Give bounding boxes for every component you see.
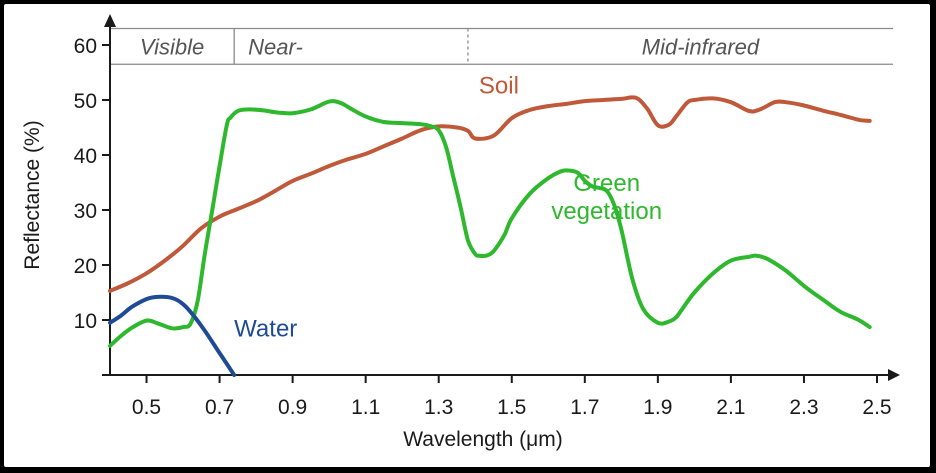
band-label-mid-infrared: Mid-infrared [642, 34, 760, 59]
series-label-soil: Soil [479, 72, 519, 99]
series-labels: Soil Green vegetation Water [234, 72, 662, 342]
y-axis-arrow [104, 14, 116, 27]
series-line-green-vegetation [108, 99, 872, 348]
band-label-visible: Visible [140, 34, 204, 59]
x-tick-label: 2.1 [716, 396, 745, 419]
series-line-water [108, 294, 237, 377]
y-tick-label: 50 [74, 90, 97, 113]
reflectance-chart: Visible Near- Mid-infrared 0.5 0.7 0.9 1.1 1.3… [21, 14, 900, 451]
x-tick-label: 1.1 [351, 396, 380, 419]
x-tick-label: 0.9 [278, 396, 307, 419]
x-tick-label: 2.5 [862, 396, 891, 419]
x-tick-label: 0.5 [132, 396, 161, 419]
y-tick-label: 60 [74, 35, 97, 58]
series-label-green-vegetation: Green vegetation [551, 170, 662, 225]
y-tick-label: 30 [74, 200, 97, 223]
series [108, 95, 872, 377]
x-tick-label: 2.3 [789, 396, 818, 419]
x-axis-arrow [888, 369, 900, 381]
band-header: Visible Near- Mid-infrared [110, 27, 893, 65]
ticks: 0.5 0.7 0.9 1.1 1.3 1.5 1.7 1.9 2.1 2.3 2.5 10 20 30 4… [74, 35, 892, 419]
series-label-water: Water [234, 316, 297, 343]
y-tick-label: 40 [74, 145, 97, 168]
x-tick-label: 1.9 [643, 396, 672, 419]
chart-frame: Visible Near- Mid-infrared 0.5 0.7 0.9 1.1 1.3… [4, 4, 930, 467]
y-tick-label: 20 [74, 255, 97, 278]
band-label-near: Near- [248, 34, 303, 59]
series-line-soil [108, 95, 872, 293]
x-tick-label: 1.7 [570, 396, 599, 419]
x-tick-label: 1.3 [424, 396, 453, 419]
x-axis-title: Wavelength (μm) [403, 428, 563, 451]
y-axis-title: Reflectance (%) [21, 120, 44, 269]
x-tick-label: 1.5 [497, 396, 526, 419]
x-tick-label: 0.7 [205, 396, 234, 419]
axes [102, 14, 900, 381]
y-tick-label: 10 [74, 310, 97, 333]
